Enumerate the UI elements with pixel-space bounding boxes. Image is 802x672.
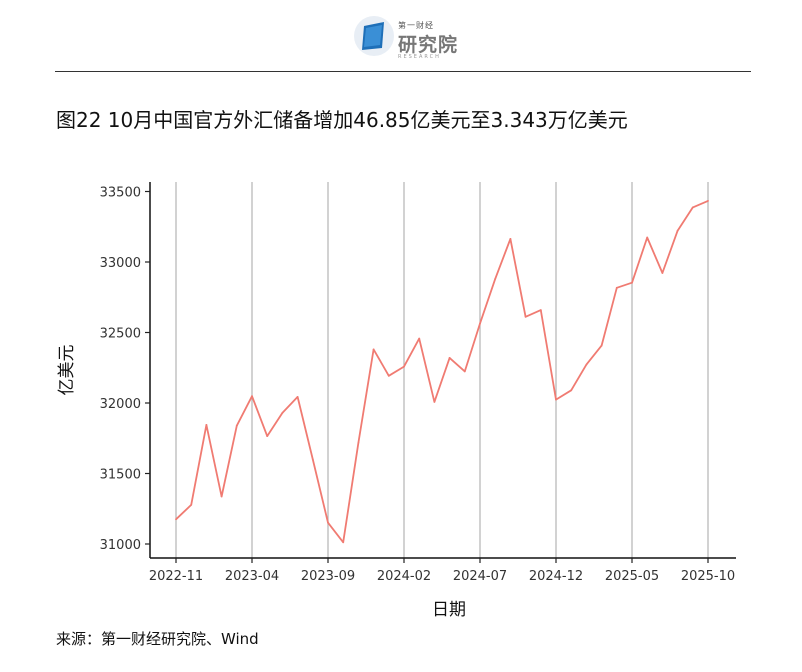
- data-point-2022-11: [175, 518, 177, 521]
- data-point-2025-02: [585, 363, 588, 366]
- data-point-2024-06: [463, 370, 466, 373]
- header-divider: [55, 71, 751, 72]
- y-tick-label: 31000: [100, 538, 141, 553]
- data-point-2023-10: [342, 541, 345, 544]
- data-point-2024-04: [433, 401, 436, 403]
- y-axis-ticks: 31000 31500 32000 32500 33000 33500: [100, 186, 150, 553]
- axes: [149, 182, 736, 559]
- x-tick-label: 2024-12: [529, 569, 583, 584]
- x-tick-label: 2025-05: [605, 569, 659, 584]
- y-tick-label: 33500: [100, 186, 141, 201]
- series-layer: [175, 200, 709, 544]
- logo-sub-text: RESEARCH: [398, 54, 441, 60]
- data-point-2023-08: [311, 458, 314, 461]
- x-tick-label: 2023-09: [301, 569, 355, 584]
- data-point-2023-12: [372, 348, 375, 351]
- data-point-2024-12: [555, 398, 557, 401]
- data-point-2023-06: [281, 412, 284, 414]
- x-tick-label: 2024-02: [377, 569, 431, 584]
- data-point-2023-03: [235, 424, 238, 427]
- data-point-2024-01: [387, 374, 390, 377]
- y-axis-label: 亿美元: [57, 345, 77, 396]
- data-point-2023-05: [266, 435, 269, 437]
- data-point-2023-07: [296, 396, 299, 398]
- data-point-2025-06: [646, 236, 649, 239]
- data-point-2023-02: [220, 495, 223, 498]
- gridlines: [175, 182, 709, 558]
- data-point-2023-01: [205, 424, 208, 426]
- y-tick-label: 32500: [100, 327, 141, 342]
- data-point-2024-03: [418, 337, 421, 340]
- data-point-2024-08: [494, 278, 497, 280]
- y-tick-label: 31500: [100, 468, 141, 483]
- data-point-2025-08: [676, 229, 679, 232]
- data-point-2024-02: [403, 365, 405, 368]
- data-point-2025-10: [707, 200, 709, 202]
- data-point-2024-09: [509, 238, 512, 240]
- data-point-2025-04: [615, 286, 618, 289]
- x-tick-label: 2022-11: [149, 569, 203, 584]
- y-tick-label: 33000: [100, 256, 141, 271]
- data-point-2024-07: [479, 322, 481, 325]
- logo-mark-icon: [354, 16, 394, 56]
- data-point-2022-12: [190, 504, 193, 506]
- data-point-2025-03: [600, 344, 603, 347]
- logo-big-text: 研究院: [398, 34, 459, 56]
- data-point-2023-04: [251, 395, 253, 398]
- series-line-0: [175, 200, 709, 544]
- x-axis-ticks: 2022-11 2023-04 2023-09 2024-02 2024-07 2024-…: [149, 558, 735, 584]
- data-point-2024-10: [524, 315, 527, 318]
- research-logo: 第一财经 研究院 RESEARCH: [352, 14, 462, 62]
- y-tick-label: 32000: [100, 397, 141, 412]
- data-point-2025-05: [631, 281, 633, 284]
- data-point-2023-09: [327, 521, 329, 524]
- chart-title: 图22 10月中国官方外汇储备增加46.85亿美元至3.343万亿美元: [56, 108, 628, 132]
- source-note: 来源：第一财经研究院、Wind: [56, 630, 259, 648]
- data-point-2025-07: [661, 272, 664, 274]
- x-tick-label: 2023-04: [225, 569, 279, 584]
- data-point-2023-11: [357, 441, 360, 444]
- data-point-2025-09: [691, 206, 694, 209]
- x-tick-label: 2025-10: [681, 569, 735, 584]
- data-point-2024-11: [539, 309, 542, 311]
- data-point-2024-05: [448, 357, 451, 359]
- x-axis-label: 日期: [432, 600, 466, 620]
- x-tick-label: 2024-07: [453, 569, 507, 584]
- data-point-2025-01: [570, 389, 573, 392]
- logo-small-text: 第一财经: [398, 21, 434, 30]
